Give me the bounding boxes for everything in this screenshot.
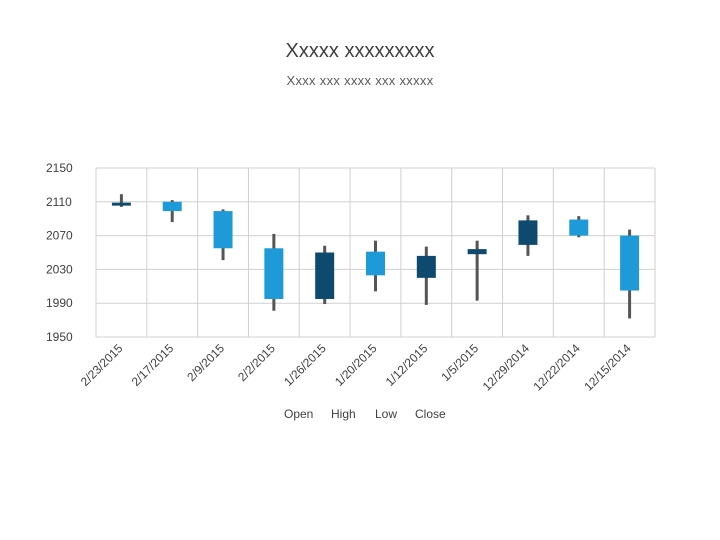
- candle-body: [366, 251, 385, 276]
- legend-label: High: [331, 407, 356, 421]
- candle-body: [620, 235, 640, 291]
- legend: Open High Low Close: [284, 407, 446, 421]
- candle-body: [467, 249, 487, 255]
- x-tick-label: 12/15/2014: [581, 341, 634, 394]
- x-tick-label: 12/29/2014: [480, 341, 533, 394]
- candle-body: [569, 219, 589, 236]
- x-tick-label: 1/26/2015: [281, 341, 329, 389]
- x-tick-label: 1/5/2015: [438, 341, 481, 384]
- x-tick-label: 1/20/2015: [332, 341, 380, 389]
- candle-body: [264, 248, 284, 299]
- x-tick-label: 2/17/2015: [129, 341, 177, 389]
- y-tick-label: 2030: [46, 262, 73, 276]
- legend-label: Low: [375, 407, 397, 421]
- candle-body: [416, 255, 436, 278]
- chart-subtitle: Xxxx xxx xxxx xxx xxxxx: [286, 73, 434, 88]
- x-axis: 2/23/2015 2/17/2015 2/9/2015 2/2/2015 1/26/2…: [78, 341, 634, 394]
- y-axis: 1950 1990 2030 2070 2110 2150: [46, 161, 73, 344]
- candle-body: [315, 252, 335, 299]
- x-tick-label: 1/12/2015: [383, 341, 431, 389]
- y-tick-label: 2070: [46, 229, 73, 243]
- x-tick-label: 12/22/2014: [531, 341, 584, 394]
- candle-body: [213, 211, 233, 249]
- y-tick-label: 2110: [46, 195, 72, 209]
- y-tick-label: 1990: [46, 296, 73, 310]
- candles: [111, 194, 640, 319]
- candle-body: [518, 220, 538, 245]
- candle-body: [111, 202, 131, 206]
- x-tick-label: 2/9/2015: [184, 341, 227, 384]
- x-tick-label: 2/2/2015: [235, 341, 278, 384]
- legend-label: Open: [284, 407, 313, 421]
- x-tick-label: 2/23/2015: [78, 341, 126, 389]
- chart-title: Xxxxx xxxxxxxxx: [285, 40, 435, 62]
- grid: [95, 167, 656, 338]
- y-tick-label: 1950: [46, 330, 73, 344]
- legend-label: Close: [415, 407, 446, 421]
- y-tick-label: 2150: [46, 161, 73, 175]
- candle-body: [162, 201, 182, 212]
